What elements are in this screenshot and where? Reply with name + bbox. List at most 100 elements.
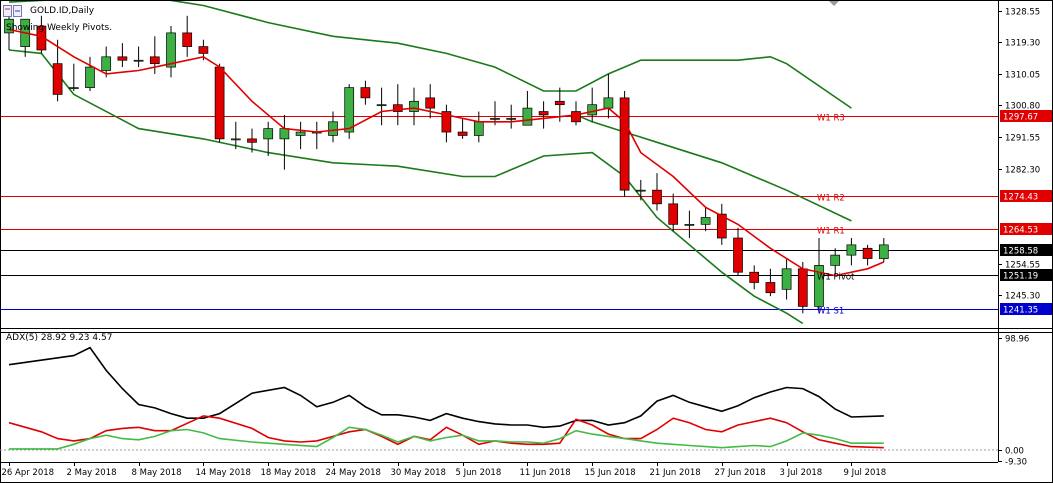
time-axis-label: 11 Jun 2018 — [520, 468, 571, 478]
weekly-pivots-note: Showing Weekly Pivots. — [6, 23, 113, 33]
pivot-price-readout: 1274.43 — [1003, 193, 1038, 203]
pivot-price-readout: 1264.53 — [1003, 226, 1038, 236]
candle-body — [700, 217, 711, 225]
pivot-price-readout: 1297.67 — [1003, 113, 1038, 123]
candle-body — [295, 131, 306, 136]
candle-body — [652, 189, 662, 205]
pivot-label: W1 R3 — [817, 114, 845, 124]
bollinger-middle-line — [575, 114, 852, 222]
adx-pane — [8, 346, 884, 450]
candle-body — [68, 87, 79, 89]
candle-body — [619, 97, 630, 191]
time-axis-label: 2 May 2018 — [67, 468, 117, 478]
candle-body — [344, 87, 355, 133]
pivot-price-readout: 1241.35 — [1003, 306, 1038, 316]
candle-body — [522, 107, 533, 126]
candle-body — [117, 56, 128, 61]
chart-shift-marker-icon[interactable] — [829, 1, 839, 6]
price-axis-label: 1310.05 — [1005, 71, 1040, 81]
candle-body — [878, 244, 889, 259]
candle-body — [490, 118, 500, 120]
candle-body — [635, 189, 646, 192]
price-axis-label: 1254.55 — [1005, 261, 1040, 271]
pivot-price-readout-box — [1000, 110, 1052, 122]
time-axis-label: 18 May 2018 — [261, 468, 316, 478]
candle-body — [85, 66, 95, 88]
time-axis-label: 21 Jun 2018 — [650, 468, 701, 478]
candle-body — [587, 104, 598, 116]
time-axis-label: 24 May 2018 — [326, 468, 381, 478]
pivot-label: W1 R1 — [817, 227, 845, 237]
candle-body — [733, 237, 743, 273]
time-axis-label: 5 Jun 2018 — [456, 468, 502, 478]
adx-axis-label: 0.00 — [1005, 447, 1024, 457]
candle-body — [101, 56, 112, 71]
pivot-label: W1 R2 — [817, 194, 845, 204]
price-axis-label: 1328.55 — [1005, 8, 1040, 18]
candle-body — [830, 254, 841, 266]
pivot-price-readout-box — [1000, 269, 1052, 281]
chart-window-icon[interactable] — [3, 5, 23, 18]
adx-series-line-di — [8, 415, 884, 449]
time-axis-label: 14 May 2018 — [196, 468, 251, 478]
candle-body — [457, 131, 468, 136]
candle-body — [247, 138, 257, 143]
candle-body — [36, 25, 47, 51]
pivot-label: W1 Pivot — [817, 273, 855, 283]
adx-axis-label: 98.96 — [1005, 335, 1029, 345]
adx-series-line-di — [9, 426, 884, 450]
price-axis-label: 1300.80 — [1005, 102, 1040, 112]
pivot-price-readout-box — [1000, 223, 1052, 235]
price-axis-label: 1245.30 — [1005, 292, 1040, 302]
time-axis-label: 9 Jul 2018 — [844, 468, 887, 478]
bollinger-lower-line — [8, 49, 804, 325]
candle-body — [846, 244, 857, 256]
candle-body — [4, 18, 14, 34]
candle-body — [538, 111, 549, 116]
candle-body — [603, 97, 614, 109]
pivot-price-readout: 1251.19 — [1003, 272, 1038, 282]
adx-series-line-adx — [8, 346, 884, 429]
pivot-price-readout-box — [1000, 190, 1052, 202]
candle-body — [198, 46, 209, 54]
pivot-price-readout-box — [1000, 303, 1052, 315]
candle-body — [149, 56, 160, 65]
candle-body — [749, 271, 760, 283]
time-axis-label: 30 May 2018 — [391, 468, 446, 478]
price-pane — [1, 1, 998, 325]
price-axis-label: 1291.55 — [1005, 134, 1040, 144]
candle-body — [409, 100, 419, 112]
current-price-readout: 1258.58 — [1003, 247, 1038, 257]
candle-body — [230, 138, 241, 141]
bollinger-upper-line — [8, 1, 852, 109]
candle-body — [279, 128, 290, 140]
time-axis-label: 3 Jul 2018 — [780, 468, 823, 478]
pivot-label: W1 S1 — [817, 307, 844, 317]
candle-body — [554, 100, 565, 106]
adx-indicator-label: ADX(5) 28.92 9.23 4.57 — [6, 333, 113, 343]
candle-body — [684, 224, 695, 226]
candle-body — [814, 265, 824, 307]
price-axis-label: 1319.30 — [1005, 39, 1040, 49]
candle-body — [392, 104, 403, 112]
time-axis-label: 26 Apr 2018 — [2, 468, 55, 478]
candle-body — [360, 87, 371, 99]
candle-body — [797, 268, 808, 307]
time-axis-label: 8 May 2018 — [132, 468, 182, 478]
candle-body — [214, 66, 225, 140]
candle-body — [52, 63, 63, 95]
candle-body — [781, 268, 792, 290]
time-axis-label: 27 Jun 2018 — [715, 468, 766, 478]
candle-body — [506, 118, 517, 120]
current-price-readout-box — [1000, 244, 1052, 256]
candle-body — [166, 32, 176, 68]
candle-body — [473, 121, 484, 136]
candle-body — [716, 213, 727, 239]
candle-body — [862, 247, 873, 259]
price-axis-label: 1282.30 — [1005, 166, 1040, 176]
candle-body — [765, 282, 776, 294]
candle-body — [328, 121, 338, 136]
candle-body — [668, 203, 679, 225]
